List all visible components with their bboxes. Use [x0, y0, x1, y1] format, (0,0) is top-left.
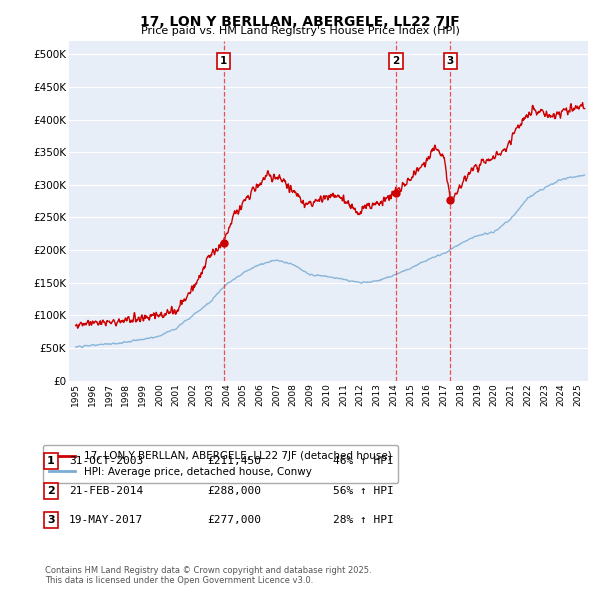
- Text: 17, LON Y BERLLAN, ABERGELE, LL22 7JF: 17, LON Y BERLLAN, ABERGELE, LL22 7JF: [140, 15, 460, 29]
- Text: 2: 2: [47, 486, 55, 496]
- Text: 46% ↑ HPI: 46% ↑ HPI: [333, 457, 394, 466]
- Text: 3: 3: [47, 516, 55, 525]
- Text: Contains HM Land Registry data © Crown copyright and database right 2025.
This d: Contains HM Land Registry data © Crown c…: [45, 566, 371, 585]
- Legend: 17, LON Y BERLLAN, ABERGELE, LL22 7JF (detached house), HPI: Average price, deta: 17, LON Y BERLLAN, ABERGELE, LL22 7JF (d…: [43, 445, 398, 483]
- Text: 21-FEB-2014: 21-FEB-2014: [69, 486, 143, 496]
- Text: 1: 1: [220, 56, 227, 66]
- Text: £211,450: £211,450: [207, 457, 261, 466]
- Text: £277,000: £277,000: [207, 516, 261, 525]
- Text: Price paid vs. HM Land Registry's House Price Index (HPI): Price paid vs. HM Land Registry's House …: [140, 26, 460, 36]
- Text: 28% ↑ HPI: 28% ↑ HPI: [333, 516, 394, 525]
- Text: 31-OCT-2003: 31-OCT-2003: [69, 457, 143, 466]
- Text: 2: 2: [392, 56, 400, 66]
- Text: 1: 1: [47, 457, 55, 466]
- Text: £288,000: £288,000: [207, 486, 261, 496]
- Text: 19-MAY-2017: 19-MAY-2017: [69, 516, 143, 525]
- Text: 3: 3: [447, 56, 454, 66]
- Text: 56% ↑ HPI: 56% ↑ HPI: [333, 486, 394, 496]
